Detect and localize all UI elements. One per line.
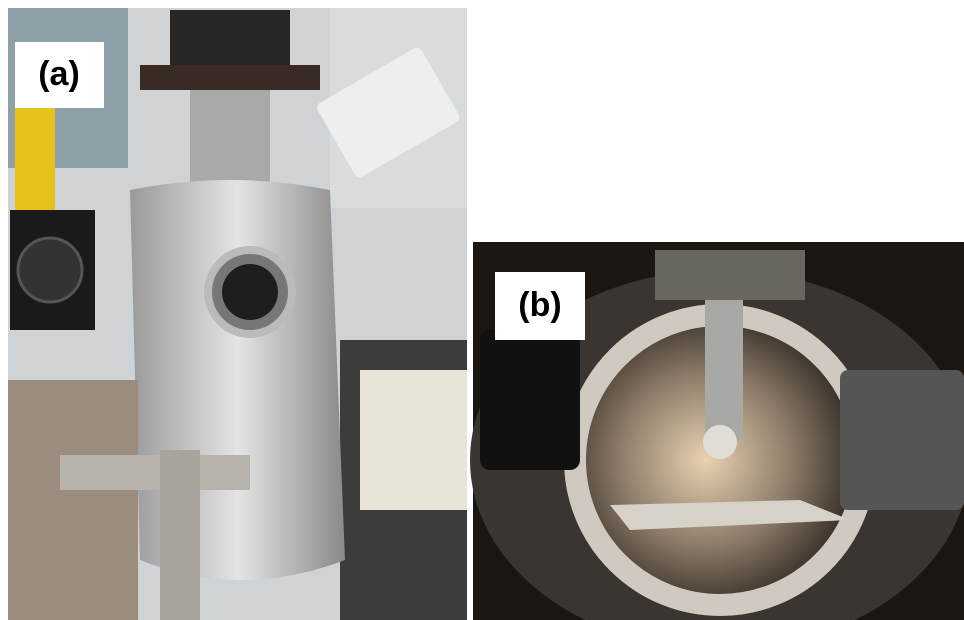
panel-label: (b)	[518, 286, 561, 324]
figure: (a) (b)	[0, 0, 964, 620]
panel-label: (a)	[38, 55, 80, 93]
page: (a) (b) (() => { const data = JSON.parse…	[0, 0, 964, 620]
